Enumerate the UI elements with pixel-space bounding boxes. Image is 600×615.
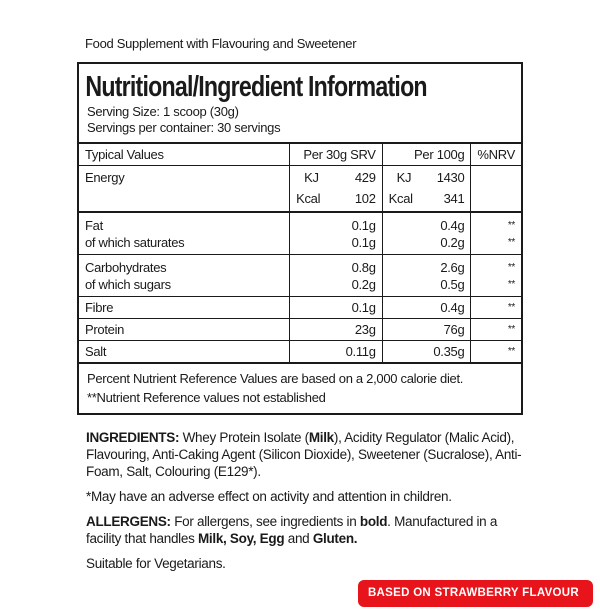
value: 2.6g — [440, 260, 465, 275]
servings-per-container: Servings per container: 30 servings — [87, 120, 281, 135]
value: 0.1g — [351, 300, 376, 315]
value: 0.4g — [440, 218, 465, 233]
value: 23g — [354, 322, 376, 337]
value: 0.1g — [351, 218, 376, 233]
footnote-not-established: **Nutrient Reference values not establis… — [87, 390, 326, 405]
header-typical-values: Typical Values — [79, 142, 291, 166]
cell-p100: 2.6g 0.5g — [381, 254, 472, 297]
value: ** — [507, 302, 515, 313]
energy-per-100g: KJ 1430 Kcal 341 — [381, 165, 472, 213]
value: Fibre — [85, 300, 114, 315]
cell-p100: 0.4g 0.2g — [381, 211, 472, 255]
cell-nrv: ** — [470, 296, 521, 319]
allergen: Milk — [308, 430, 334, 445]
kcal-label: Kcal — [388, 191, 413, 206]
cell-labels: Salt — [79, 340, 291, 364]
value: 0.2g — [440, 235, 465, 250]
value: ** — [507, 262, 515, 273]
value: Protein — [85, 322, 125, 337]
value: Carbohydrates — [85, 260, 167, 275]
table-row: Carbohydrates of which sugars 0.8g 0.2g 2.6g… — [79, 254, 521, 297]
value: ** — [507, 324, 515, 335]
allergen: Gluten. — [312, 531, 358, 546]
ingredients-label: INGREDIENTS: — [86, 430, 180, 445]
table-header: Typical Values Per 30g SRV Per 100g %NRV — [79, 142, 521, 166]
cell-nrv: ** ** — [470, 211, 521, 255]
value: ** — [507, 237, 515, 248]
header-per-serving: Per 30g SRV — [289, 142, 383, 166]
flavour-badge: BASED ON STRAWBERRY FLAVOUR — [357, 580, 593, 607]
cell-srv: 0.1g — [289, 296, 383, 319]
cell-srv: 0.1g 0.1g — [289, 211, 383, 255]
cell-labels: Fibre — [79, 296, 291, 319]
nutrition-panel: Nutritional/Ingredient Information Servi… — [77, 62, 523, 415]
cell-p100: 0.4g — [381, 296, 472, 319]
cell-srv: 0.11g — [289, 340, 383, 364]
cell-nrv: ** ** — [470, 254, 521, 297]
cell-srv: 23g — [289, 318, 383, 341]
cell-p100: 0.35g — [381, 340, 472, 364]
warning: *May have an adverse effect on activity … — [86, 489, 452, 504]
value: 102 — [354, 191, 376, 206]
value: ** — [507, 346, 515, 357]
panel-title: Nutritional/Ingredient Information — [85, 71, 427, 103]
table-row: Energy KJ 429 Kcal 102 KJ 1430 Kcal 341 — [79, 165, 521, 213]
table-row: Protein 23g 76g ** — [79, 318, 521, 341]
value: 341 — [443, 191, 465, 206]
value: 1430 — [436, 170, 465, 185]
footnotes: Percent Nutrient Reference Values are ba… — [79, 364, 521, 413]
value: 429 — [354, 170, 376, 185]
value: 0.5g — [440, 277, 465, 292]
cell-srv: 0.8g 0.2g — [289, 254, 383, 297]
table-row: Salt 0.11g 0.35g ** — [79, 340, 521, 364]
value: Salt — [85, 344, 107, 359]
table-row: Fat of which saturates 0.1g 0.1g 0.4g 0.2g ** *… — [79, 211, 521, 255]
value: of which sugars — [85, 277, 171, 292]
nutrition-table: Typical Values Per 30g SRV Per 100g %NRV… — [79, 142, 521, 364]
cell-labels: Fat of which saturates — [79, 211, 291, 255]
cell-labels: Protein — [79, 318, 291, 341]
cell-nrv: ** — [470, 340, 521, 364]
text: . Manufactured in a facility that handle… — [86, 514, 498, 546]
ingredients: INGREDIENTS: Whey Protein Isolate (Milk)… — [86, 429, 526, 480]
text: Whey Protein Isolate ( — [179, 430, 310, 445]
allergens-label: ALLERGENS: — [86, 514, 171, 529]
value: 0.11g — [345, 344, 376, 359]
allergens: ALLERGENS: For allergens, see ingredient… — [86, 513, 526, 547]
badge-row: BASED ON STRAWBERRY FLAVOUR — [0, 580, 593, 607]
value: Fat — [85, 218, 103, 233]
value: 0.2g — [351, 277, 376, 292]
value: ** — [507, 279, 515, 290]
vegetarian-note: Suitable for Vegetarians. — [86, 556, 226, 571]
text: ), Acidity Regulator (Malic Acid), Flavo… — [86, 430, 522, 479]
serving-size: Serving Size: 1 scoop (30g) — [87, 104, 239, 119]
kj-label: KJ — [396, 170, 412, 185]
kj-label: KJ — [304, 170, 319, 185]
cell-p100: 76g — [381, 318, 472, 341]
value: 0.35g — [433, 344, 465, 359]
header-per-100g: Per 100g — [381, 142, 472, 166]
kcal-label: Kcal — [296, 191, 321, 206]
text: and — [284, 531, 313, 546]
value: ** — [507, 220, 515, 231]
value: 76g — [443, 322, 465, 337]
energy-per-serving: KJ 429 Kcal 102 — [289, 165, 383, 213]
value: 0.4g — [440, 300, 465, 315]
value: 0.8g — [351, 260, 376, 275]
text: For allergens, see ingredients in — [170, 514, 360, 529]
value: of which saturates — [85, 235, 185, 250]
row-label: Energy — [79, 165, 291, 213]
product-description: Food Supplement with Flavouring and Swee… — [85, 36, 357, 51]
footnote-nrv: Percent Nutrient Reference Values are ba… — [87, 371, 464, 386]
value: 0.1g — [351, 235, 376, 250]
header-nrv: %NRV — [470, 142, 521, 166]
energy-nrv — [470, 165, 521, 213]
cell-labels: Carbohydrates of which sugars — [79, 254, 291, 297]
allergen-list: Milk, Soy, Egg — [197, 531, 285, 546]
cell-nrv: ** — [470, 318, 521, 341]
table-row: Fibre 0.1g 0.4g ** — [79, 296, 521, 319]
bold-word: bold — [359, 514, 388, 529]
